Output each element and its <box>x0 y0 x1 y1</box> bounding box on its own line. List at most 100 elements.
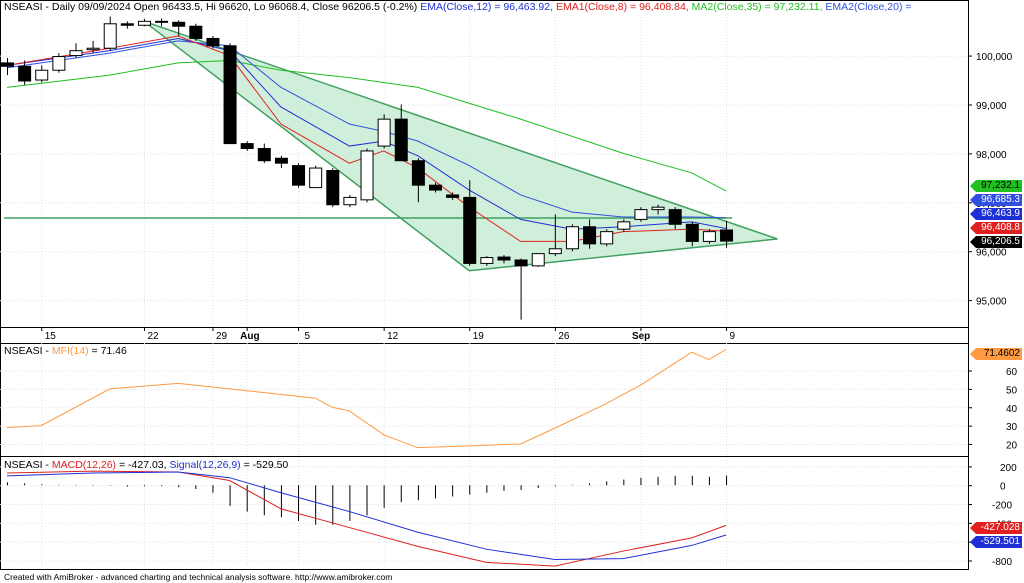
ema8-legend: EMA1(Close,8) = 96,408.84, <box>555 1 689 13</box>
candle-up <box>343 196 357 206</box>
mfi-value: = 71.46 <box>91 345 127 357</box>
candle-down <box>240 143 254 149</box>
candle-down <box>583 226 597 245</box>
price-axis-label: 96,000 <box>976 248 1007 259</box>
signal-value-tag: -529.501 <box>970 536 1022 548</box>
mfi-axis-label: 30 <box>1006 422 1018 433</box>
signal-line <box>6 471 727 561</box>
candle-down <box>446 194 460 198</box>
candle-down <box>429 184 442 191</box>
candle-down <box>206 37 220 47</box>
date-label: 9 <box>730 331 736 342</box>
date-label: 22 <box>147 331 159 342</box>
date-label: Aug <box>240 331 259 342</box>
close-value-tag: 96,206.5 <box>970 236 1022 248</box>
date-label: Sep <box>632 331 650 342</box>
candle-down <box>394 118 408 162</box>
candle-down <box>274 157 288 164</box>
ma35-value-tag: 97,232.1 <box>970 180 1022 192</box>
signal-value: = -529.50 <box>243 459 289 471</box>
date-label: 26 <box>558 331 570 342</box>
macd-layer <box>6 470 728 567</box>
price-axis-label: 100,000 <box>976 52 1013 63</box>
price-axis-label: 98,000 <box>976 150 1007 161</box>
price-layer <box>1 16 778 320</box>
mfi-axis-label: 40 <box>1006 404 1018 415</box>
candle-up <box>634 209 648 220</box>
signal-label: Signal(12,26,9) <box>169 459 241 471</box>
candle-up <box>702 231 716 242</box>
candle-up <box>35 69 49 81</box>
mfi-value-tag: 71.4602 <box>970 348 1022 360</box>
candle-up <box>600 231 614 245</box>
candle-up <box>86 47 100 51</box>
candle-down <box>155 20 169 23</box>
mfi-panel-title: NSEASI - MFI(14) = 71.46 <box>4 345 127 357</box>
candle-up <box>52 56 66 71</box>
ema20-legend: EMA2(Close,20) = <box>825 1 912 13</box>
candle-down <box>18 65 32 82</box>
candle-up <box>103 23 117 49</box>
grid-layer <box>0 0 969 570</box>
candle-up <box>548 248 562 255</box>
date-label: 19 <box>473 331 485 342</box>
macd-axis-label: 200 <box>1000 463 1017 474</box>
candle-down <box>172 21 186 27</box>
ema12-legend: EMA(Close,12) = 96,463.92, <box>420 1 554 13</box>
ema12-value-tag: 96,463.9 <box>970 208 1022 220</box>
candle-up <box>360 150 374 201</box>
candle-down <box>720 229 734 242</box>
macd-axis-label: 0 <box>1000 482 1006 493</box>
candle-down <box>685 223 699 242</box>
ema20-value-tag: 96,685.3 <box>970 194 1022 206</box>
mfi-layer <box>6 349 727 449</box>
footer-credit: Created with AmiBroker - advanced charti… <box>4 572 393 582</box>
macd-panel-title: NSEASI - MACD(12,26) = -427.03, Signal(1… <box>4 459 289 471</box>
candle-down <box>497 256 511 261</box>
candle-up <box>565 226 579 250</box>
mfi-axis-label: 50 <box>1006 385 1018 396</box>
candle-up <box>69 50 83 57</box>
candle-down <box>292 165 306 186</box>
macd-axis-label: -800 <box>992 557 1012 568</box>
ma35-legend: MA2(Close,35) = 97,232.11, <box>691 1 823 13</box>
candle-up <box>531 253 545 267</box>
candle-up <box>137 20 151 26</box>
candle-down <box>411 160 425 186</box>
macd-value-tag: -427.028 <box>970 522 1022 534</box>
candle-up <box>309 167 323 189</box>
triangle-pattern <box>143 20 778 272</box>
candle-down <box>120 23 134 26</box>
candle-down <box>326 170 340 206</box>
price-header: Daily 09/09/2024 Open 96433.5, Hi 96620,… <box>51 1 418 13</box>
price-axis-label: 99,000 <box>976 101 1007 112</box>
macd-value: = -427.03, <box>118 459 167 471</box>
candle-down <box>257 147 271 162</box>
mfi-line <box>6 349 727 449</box>
macd-symbol: NSEASI <box>4 459 43 471</box>
date-label: 15 <box>45 331 57 342</box>
axis-layer: 152229Aug5121926Sep995,00096,00097,00098… <box>41 52 1018 568</box>
date-label: 12 <box>387 331 399 342</box>
date-label: 29 <box>216 331 228 342</box>
mfi-axis-label: 20 <box>1006 440 1018 451</box>
candle-down <box>514 259 528 267</box>
mfi-axis-label: 60 <box>1006 367 1018 378</box>
macd-label: MACD(12,26) <box>51 459 117 471</box>
candle-down <box>223 45 237 145</box>
macd-axis-label: -200 <box>992 501 1012 512</box>
candle-up <box>480 257 494 264</box>
candle-down <box>189 25 203 39</box>
date-label: 5 <box>305 331 311 342</box>
mfi-label: MFI(14) <box>51 345 89 357</box>
price-axis-label: 95,000 <box>976 297 1007 308</box>
candle-down <box>463 196 477 264</box>
mfi-symbol: NSEASI <box>4 345 43 357</box>
candle-up <box>617 221 631 230</box>
candle-up <box>651 206 665 211</box>
chart-frame <box>0 0 969 570</box>
candle-down <box>668 209 682 225</box>
ema8-value-tag: 96,408.8 <box>970 222 1022 234</box>
candle-up <box>377 118 391 147</box>
